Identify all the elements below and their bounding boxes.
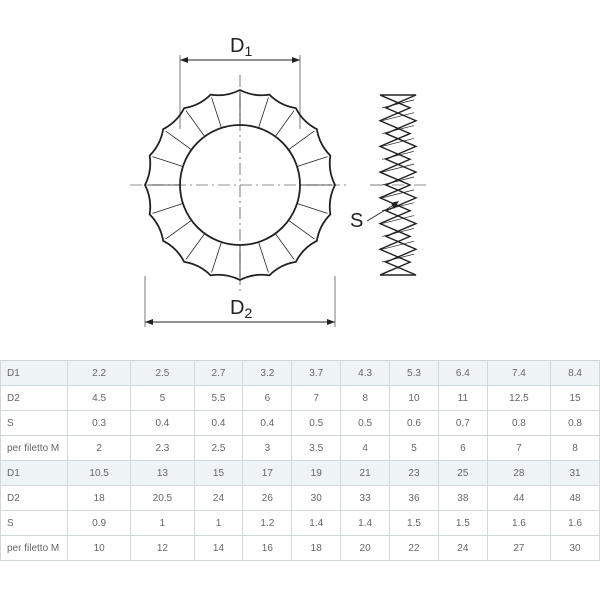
table-cell: 0.5 bbox=[341, 411, 390, 436]
row-label: D2 bbox=[1, 386, 68, 411]
row-label: per filetto M bbox=[1, 436, 68, 461]
table-cell: 2.2 bbox=[68, 361, 131, 386]
table-cell: 11 bbox=[438, 386, 487, 411]
table-cell: 27 bbox=[487, 536, 550, 561]
table-cell: 0.7 bbox=[438, 411, 487, 436]
table-cell: 15 bbox=[551, 386, 600, 411]
table-cell: 1.4 bbox=[292, 511, 341, 536]
table-cell: 1 bbox=[194, 511, 243, 536]
svg-text:S: S bbox=[350, 210, 363, 232]
table-cell: 31 bbox=[551, 461, 600, 486]
table-cell: 2.7 bbox=[194, 361, 243, 386]
table-cell: 10.5 bbox=[68, 461, 131, 486]
table-cell: 0.5 bbox=[292, 411, 341, 436]
table-cell: 2.5 bbox=[131, 361, 194, 386]
washer-diagram: D1 D2 S bbox=[0, 0, 600, 360]
table-cell: 12.5 bbox=[487, 386, 550, 411]
table-cell: 23 bbox=[390, 461, 439, 486]
table-cell: 10 bbox=[390, 386, 439, 411]
table-cell: 1 bbox=[131, 511, 194, 536]
table-cell: 3.5 bbox=[292, 436, 341, 461]
table-cell: 0.8 bbox=[551, 411, 600, 436]
table-cell: 1.5 bbox=[438, 511, 487, 536]
table-cell: 5.5 bbox=[194, 386, 243, 411]
table-cell: 44 bbox=[487, 486, 550, 511]
table-cell: 0.4 bbox=[243, 411, 292, 436]
table-cell: 20.5 bbox=[131, 486, 194, 511]
table-cell: 3 bbox=[243, 436, 292, 461]
table-cell: 24 bbox=[194, 486, 243, 511]
table-cell: 38 bbox=[438, 486, 487, 511]
table-cell: 2.3 bbox=[131, 436, 194, 461]
table-cell: 28 bbox=[487, 461, 550, 486]
table-cell: 13 bbox=[131, 461, 194, 486]
table-cell: 25 bbox=[438, 461, 487, 486]
dimension-table: D12.22.52.73.23.74.35.36.47.48.4D24.555.… bbox=[0, 360, 600, 561]
table-cell: 7 bbox=[292, 386, 341, 411]
table-cell: 26 bbox=[243, 486, 292, 511]
table-cell: 21 bbox=[341, 461, 390, 486]
row-label: per filetto M bbox=[1, 536, 68, 561]
table-cell: 1.6 bbox=[487, 511, 550, 536]
table-cell: 12 bbox=[131, 536, 194, 561]
table-cell: 1.2 bbox=[243, 511, 292, 536]
table-cell: 8 bbox=[341, 386, 390, 411]
table-cell: 36 bbox=[390, 486, 439, 511]
table-cell: 20 bbox=[341, 536, 390, 561]
table-cell: 16 bbox=[243, 536, 292, 561]
table-cell: 1.6 bbox=[551, 511, 600, 536]
table-cell: 0.4 bbox=[194, 411, 243, 436]
table-cell: 5.3 bbox=[390, 361, 439, 386]
table-cell: 0.8 bbox=[487, 411, 550, 436]
table-cell: 22 bbox=[390, 536, 439, 561]
table-cell: 5 bbox=[131, 386, 194, 411]
table-cell: 5 bbox=[390, 436, 439, 461]
table-cell: 7.4 bbox=[487, 361, 550, 386]
table-cell: 18 bbox=[68, 486, 131, 511]
table-cell: 17 bbox=[243, 461, 292, 486]
table-cell: 7 bbox=[487, 436, 550, 461]
table-cell: 6 bbox=[243, 386, 292, 411]
table-cell: 8.4 bbox=[551, 361, 600, 386]
row-label: D1 bbox=[1, 361, 68, 386]
table-cell: 30 bbox=[292, 486, 341, 511]
table-cell: 1.5 bbox=[390, 511, 439, 536]
table-cell: 48 bbox=[551, 486, 600, 511]
table-cell: 24 bbox=[438, 536, 487, 561]
table-cell: 10 bbox=[68, 536, 131, 561]
table-cell: 2 bbox=[68, 436, 131, 461]
table-cell: 30 bbox=[551, 536, 600, 561]
row-label: D2 bbox=[1, 486, 68, 511]
table-cell: 19 bbox=[292, 461, 341, 486]
table-cell: 3.7 bbox=[292, 361, 341, 386]
table-cell: 33 bbox=[341, 486, 390, 511]
table-cell: 6.4 bbox=[438, 361, 487, 386]
table-cell: 18 bbox=[292, 536, 341, 561]
table-cell: 14 bbox=[194, 536, 243, 561]
table-cell: 0.6 bbox=[390, 411, 439, 436]
table-cell: 4.5 bbox=[68, 386, 131, 411]
table-cell: 0.4 bbox=[131, 411, 194, 436]
table-cell: 2.5 bbox=[194, 436, 243, 461]
row-label: D1 bbox=[1, 461, 68, 486]
svg-text:D1: D1 bbox=[230, 35, 252, 59]
table-cell: 0.3 bbox=[68, 411, 131, 436]
table-cell: 0.9 bbox=[68, 511, 131, 536]
row-label: S bbox=[1, 511, 68, 536]
table-cell: 15 bbox=[194, 461, 243, 486]
table-cell: 6 bbox=[438, 436, 487, 461]
svg-text:D2: D2 bbox=[230, 297, 252, 321]
row-label: S bbox=[1, 411, 68, 436]
table-cell: 4 bbox=[341, 436, 390, 461]
table-cell: 1.4 bbox=[341, 511, 390, 536]
table-cell: 3.2 bbox=[243, 361, 292, 386]
table-cell: 8 bbox=[551, 436, 600, 461]
table-cell: 4.3 bbox=[341, 361, 390, 386]
